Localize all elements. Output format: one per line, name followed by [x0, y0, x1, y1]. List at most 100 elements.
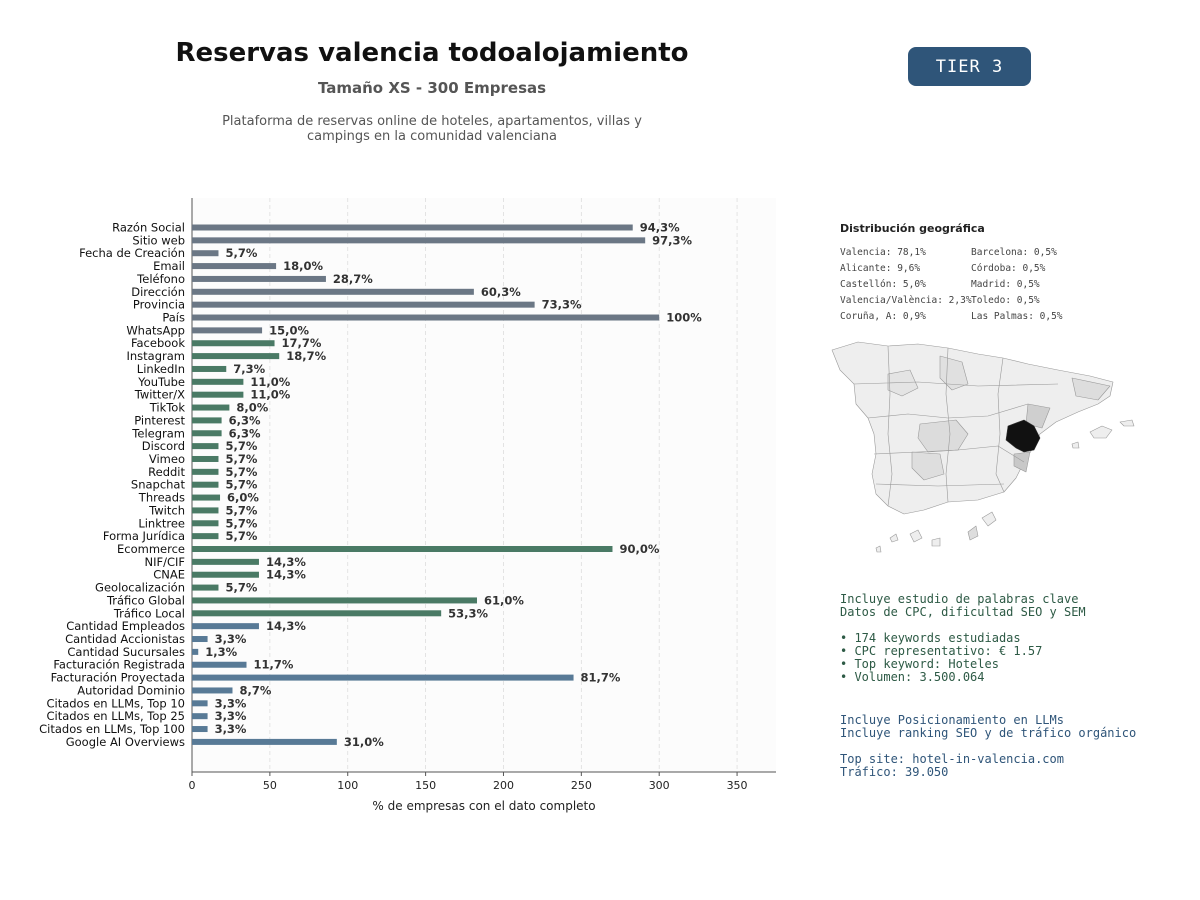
geo-entry: Barcelona: 0,5% — [971, 247, 1057, 258]
map-province — [887, 369, 919, 397]
category-label: Twitch — [148, 503, 185, 517]
value-label: 60,3% — [481, 285, 521, 299]
category-label: Twitter/X — [134, 388, 185, 402]
category-label: Autoridad Dominio — [77, 683, 185, 697]
category-label: Facturación Proyectada — [51, 671, 185, 685]
bar — [192, 584, 219, 591]
value-label: 14,3% — [266, 619, 306, 633]
bar — [192, 301, 535, 308]
bar — [192, 455, 219, 462]
description-line-1: Plataforma de reservas online de hoteles… — [222, 114, 642, 129]
bar — [192, 417, 222, 424]
value-label: 61,0% — [484, 593, 524, 607]
bar — [192, 263, 277, 270]
x-tick-label: 50 — [263, 779, 277, 792]
x-tick-label: 200 — [493, 779, 514, 792]
value-label: 6,3% — [229, 413, 261, 427]
bar — [192, 494, 221, 501]
map-canary — [875, 545, 882, 553]
category-label: Vimeo — [149, 452, 185, 466]
geo-entry: Alicante: 9,6% — [840, 263, 921, 274]
page-title: Reservas valencia todoalojamiento — [175, 38, 689, 68]
value-label: 14,3% — [266, 555, 306, 569]
value-label: 100% — [666, 311, 702, 325]
category-label: Tráfico Global — [106, 593, 185, 607]
category-label: Citados en LLMs, Top 10 — [46, 696, 185, 710]
bar — [192, 571, 259, 578]
keywords-bullet: • Volumen: 3.500.064 — [840, 670, 985, 684]
bar — [192, 597, 477, 604]
category-label: Reddit — [148, 465, 185, 479]
value-label: 5,7% — [225, 439, 257, 453]
category-label: Sitio web — [132, 233, 185, 247]
value-label: 8,0% — [236, 401, 268, 415]
value-label: 5,7% — [225, 516, 257, 530]
bar — [192, 687, 233, 694]
category-label: Discord — [142, 439, 185, 453]
geo-entry: Toledo: 0,5% — [971, 295, 1040, 306]
category-label: Teléfono — [136, 272, 185, 286]
value-label: 6,3% — [229, 426, 261, 440]
bar — [192, 507, 219, 514]
keywords-line-2: Datos de CPC, dificultad SEO y SEM — [840, 605, 1086, 619]
x-tick-label: 0 — [189, 779, 196, 792]
x-tick-label: 100 — [337, 779, 358, 792]
map-canary — [981, 511, 997, 527]
geo-entry: Las Palmas: 0,5% — [971, 311, 1063, 322]
value-label: 5,7% — [225, 246, 257, 260]
bar — [192, 391, 244, 398]
bar — [192, 533, 219, 540]
map-valencia — [1005, 419, 1041, 453]
geo-entry: Coruña, A: 0,9% — [840, 311, 926, 322]
value-label: 17,7% — [282, 336, 322, 350]
value-label: 18,0% — [283, 259, 323, 273]
x-tick-label: 300 — [649, 779, 670, 792]
value-label: 3,3% — [215, 709, 247, 723]
value-label: 53,3% — [448, 606, 488, 620]
value-label: 5,7% — [225, 478, 257, 492]
value-label: 11,0% — [250, 388, 290, 402]
category-label: Citados en LLMs, Top 100 — [39, 722, 185, 736]
bar-chart: 0 50 100 150 200 250 300 350 % de empresas con e… — [39, 198, 776, 813]
value-label: 8,7% — [239, 683, 271, 697]
bar — [192, 250, 219, 257]
category-label: Ecommerce — [117, 542, 185, 556]
bar — [192, 610, 442, 617]
category-label: YouTube — [137, 375, 185, 389]
description: Plataforma de reservas online de hoteles… — [212, 114, 652, 144]
category-label: Razón Social — [112, 221, 185, 235]
spain-map — [831, 341, 1135, 553]
bar — [192, 275, 326, 282]
value-label: 6,0% — [227, 491, 259, 505]
value-label: 3,3% — [215, 722, 247, 736]
map-canary — [909, 529, 923, 543]
x-tick-label: 150 — [415, 779, 436, 792]
value-label: 97,3% — [652, 233, 692, 247]
bar — [192, 674, 574, 681]
page-subtitle: Tamaño XS - 300 Empresas — [317, 79, 547, 97]
bar — [192, 623, 259, 630]
category-label: Threads — [138, 491, 185, 505]
bar — [192, 546, 613, 552]
category-label: Pinterest — [134, 413, 185, 427]
map-mainland — [831, 341, 1114, 515]
category-label: País — [162, 311, 185, 325]
map-balearic — [1119, 419, 1135, 427]
category-label: Linktree — [138, 516, 185, 530]
map-province — [1025, 403, 1051, 429]
geo-entry: Valencia: 78,1% — [840, 247, 926, 258]
bar — [192, 353, 280, 360]
map-balearic — [1089, 425, 1113, 439]
bar — [192, 726, 208, 733]
bar — [192, 713, 208, 720]
bar — [192, 468, 219, 475]
bar — [192, 365, 227, 372]
map-province — [1071, 377, 1111, 401]
bar — [192, 314, 660, 321]
value-label: 14,3% — [266, 568, 306, 582]
llm-line-1: Incluye Posicionamiento en LLMs — [840, 713, 1064, 727]
value-label: 5,7% — [225, 452, 257, 466]
category-label: CNAE — [153, 568, 185, 582]
map-province — [911, 451, 945, 481]
category-label: Citados en LLMs, Top 25 — [46, 709, 185, 723]
